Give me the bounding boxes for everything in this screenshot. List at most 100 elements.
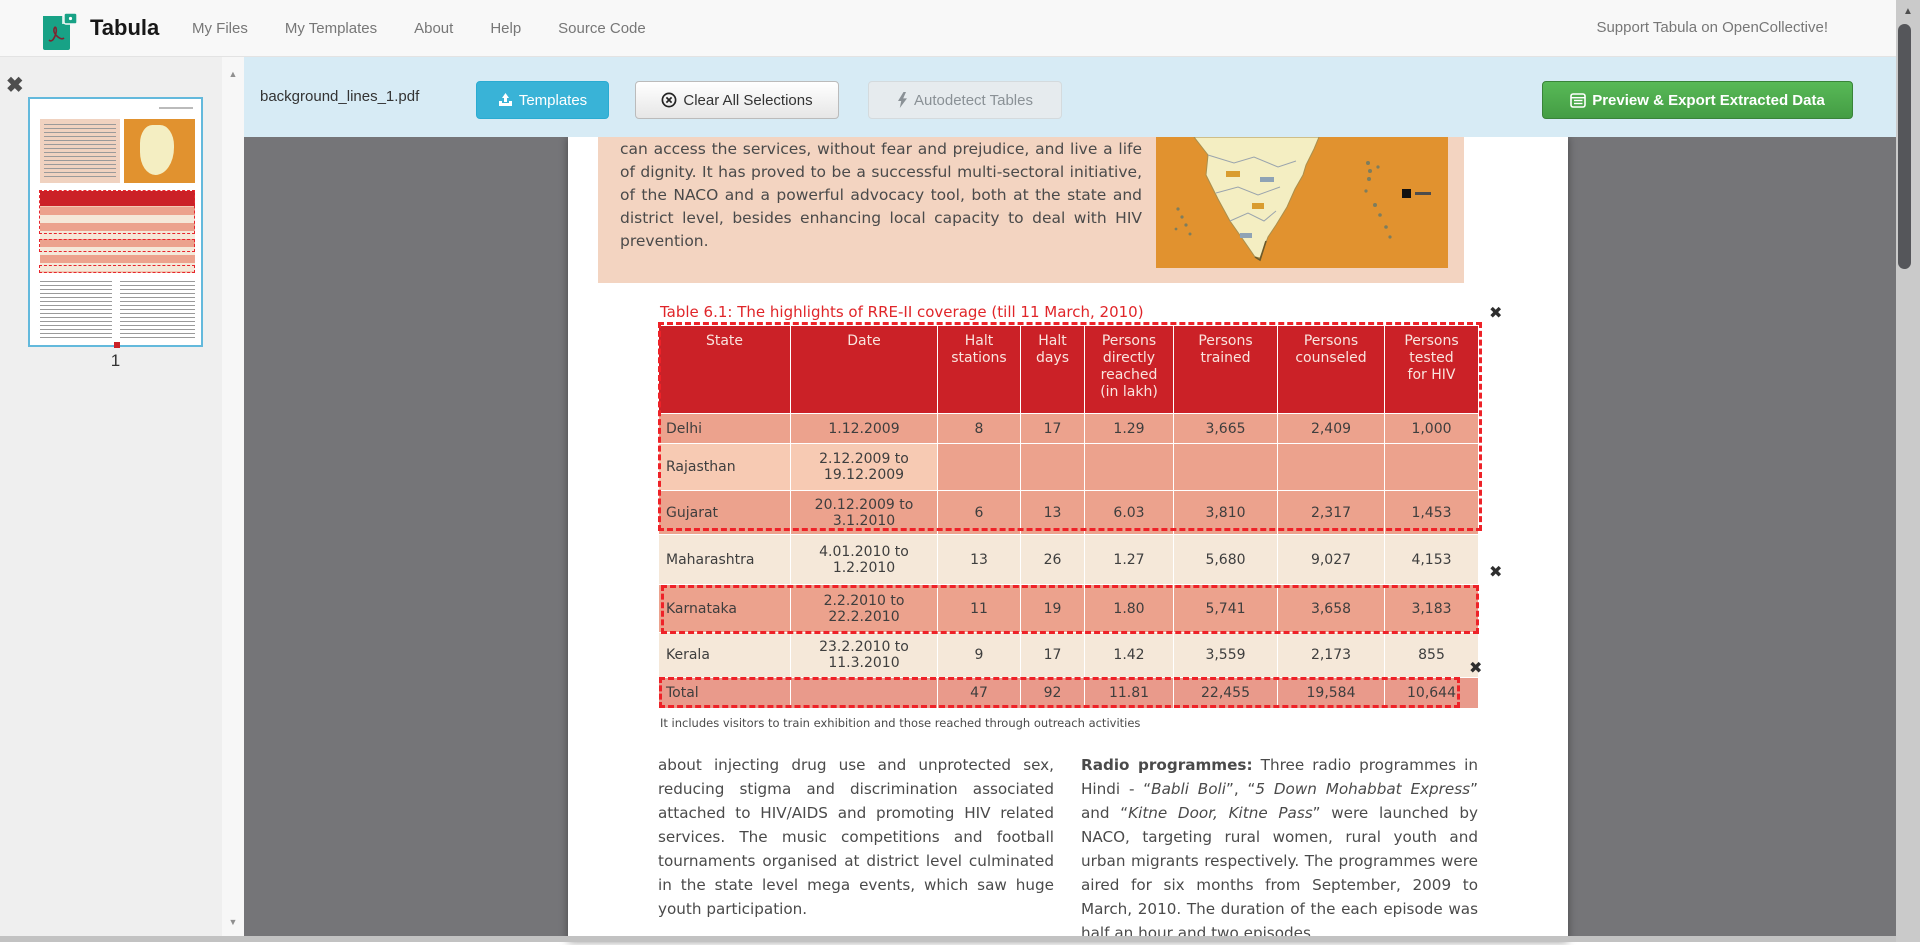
table-cell — [1384, 443, 1479, 491]
table-cell: 9,027 — [1277, 534, 1385, 585]
selection-2-close-icon[interactable]: ✖ — [1489, 562, 1503, 581]
table-header-cell: Halt days — [1020, 325, 1085, 414]
document-filename: background_lines_1.pdf — [260, 88, 420, 105]
lightning-icon — [897, 92, 908, 108]
table-cell: 2.12.2009 to 19.12.2009 — [790, 443, 938, 491]
radio-title-1: Babli Boli — [1151, 780, 1226, 798]
table-cell: 26 — [1020, 534, 1085, 585]
table-cell: 6 — [937, 490, 1021, 535]
nav-item-my-files[interactable]: My Files — [192, 20, 248, 37]
main-vertical-scrollbar[interactable]: ▲ — [1896, 0, 1920, 942]
table-cell: 23.2.2010 to 11.3.2010 — [790, 632, 938, 678]
table-cell: 92 — [1020, 677, 1085, 709]
thumb-header-line — [159, 107, 193, 109]
scrollbar-thumb[interactable] — [1898, 24, 1911, 269]
brand-title[interactable]: Tabula — [90, 15, 160, 40]
preview-export-button[interactable]: Preview & Export Extracted Data — [1542, 81, 1853, 119]
right-col-text: ” and “ — [1081, 780, 1478, 822]
thumb-page-number-box — [114, 342, 120, 348]
clear-selections-icon — [661, 92, 677, 108]
clear-all-selections-button[interactable]: Clear All Selections — [635, 81, 839, 119]
table-cell: 13 — [937, 534, 1021, 585]
pdf-page[interactable]: can access the services, without fear an… — [568, 137, 1568, 942]
templates-button[interactable]: Templates — [476, 81, 609, 119]
table-title: Table 6.1: The highlights of RRE-II cove… — [660, 303, 1144, 321]
table-header-cell: Persons directly reached (in lakh) — [1084, 325, 1174, 414]
table-row: Rajasthan 2.12.2009 to 19.12.2009 — [658, 443, 1479, 491]
selection-3-close-icon[interactable]: ✖ — [1469, 658, 1483, 677]
page-thumbnail[interactable] — [28, 97, 203, 348]
table-header-cell: Halt stations — [937, 325, 1021, 414]
table-cell: Rajasthan — [658, 443, 791, 491]
thumb-selection-1 — [39, 190, 195, 234]
thumbnail-page-number: 1 — [110, 351, 121, 370]
nav-links: My Files My Templates About Help Source … — [192, 0, 646, 57]
preview-export-label: Preview & Export Extracted Data — [1592, 91, 1825, 109]
table-cell: 5,741 — [1173, 584, 1278, 633]
autodetect-tables-label: Autodetect Tables — [914, 91, 1033, 109]
horizontal-scrollbar[interactable] — [0, 936, 1896, 942]
table-cell — [790, 677, 938, 709]
autodetect-tables-button: Autodetect Tables — [868, 81, 1062, 119]
table-header-cell: Persons tested for HIV — [1384, 325, 1479, 414]
pdf-table: State Date Halt stations Halt days Persons d… — [658, 325, 1479, 709]
table-cell: 3,183 — [1384, 584, 1479, 633]
table-cell: 20.12.2009 to 3.1.2010 — [790, 490, 938, 535]
table-header-cell: Persons trained — [1173, 325, 1278, 414]
body-text-right-column: Radio programmes: Three radio programmes… — [1081, 753, 1478, 945]
tabula-logo-icon — [40, 8, 80, 50]
table-cell: 1.80 — [1084, 584, 1174, 633]
thumb-selection-3 — [39, 265, 195, 273]
table-row: Karnataka 2.2.2010 to 22.2.2010 11 19 1.80 5,… — [658, 584, 1479, 633]
table-row: Maharashtra 4.01.2010 to 1.2.2010 13 26 1.27… — [658, 534, 1479, 585]
scroll-up-icon[interactable]: ▲ — [1903, 6, 1913, 17]
table-cell: Gujarat — [658, 490, 791, 535]
radio-title-2: 5 Down Mohabbat Express — [1255, 780, 1471, 798]
table-cell — [1020, 443, 1085, 491]
right-col-text: Three radio programmes in Hindi - “ — [1081, 756, 1478, 798]
table-cell: Total — [658, 677, 791, 709]
thumb-map — [124, 119, 195, 183]
table-cell: 4.01.2010 to 1.2.2010 — [790, 534, 938, 585]
table-footnote: It includes visitors to train exhibition… — [660, 716, 1141, 730]
table-cell: 8 — [937, 413, 1021, 444]
selection-1-close-icon[interactable]: ✖ — [1489, 303, 1503, 322]
toolbar: background_lines_1.pdf Templates Clear A… — [244, 57, 1896, 137]
table-cell: 1.42 — [1084, 632, 1174, 678]
nav-item-source-code[interactable]: Source Code — [558, 20, 646, 37]
right-col-text: ”, “ — [1225, 780, 1256, 798]
table-cell — [1084, 443, 1174, 491]
table-cell: 4,153 — [1384, 534, 1479, 585]
selection-rect-1[interactable] — [658, 322, 1482, 531]
table-cell: 2,317 — [1277, 490, 1385, 535]
sidebar-scroll-down-icon[interactable]: ▼ — [228, 917, 238, 927]
table-cell: 10,644 — [1384, 677, 1479, 709]
table-cell: 855 — [1384, 632, 1479, 678]
thumb-intro-block — [40, 119, 120, 183]
table-row: Total 47 92 11.81 22,455 19,584 10,644 — [658, 677, 1479, 709]
remove-page-icon[interactable]: ✖ — [6, 74, 24, 97]
thumb-text-column-left — [40, 281, 112, 339]
sidebar-scroll-up-icon[interactable]: ▲ — [228, 69, 238, 79]
nav-item-my-templates[interactable]: My Templates — [284, 20, 378, 37]
table-cell: 6.03 — [1084, 490, 1174, 535]
table-cell — [1173, 443, 1278, 491]
table-cell: 3,665 — [1173, 413, 1278, 444]
selection-rect-2[interactable] — [661, 585, 1479, 634]
table-cell — [937, 443, 1021, 491]
selection-rect-3[interactable] — [659, 677, 1460, 708]
right-col-text: ” were launched by NACO, targeting rural… — [1081, 804, 1478, 942]
table-cell: Delhi — [658, 413, 791, 444]
sidebar-scrollbar[interactable]: ▲ ▼ — [222, 57, 244, 936]
india-map-image — [1156, 137, 1448, 268]
support-link[interactable]: Support Tabula on OpenCollective! — [1596, 19, 1828, 36]
table-cell: 1.12.2009 — [790, 413, 938, 444]
nav-item-about[interactable]: About — [414, 20, 454, 37]
table-cell — [1277, 443, 1385, 491]
nav-item-help[interactable]: Help — [490, 20, 522, 37]
table-cell: 11.81 — [1084, 677, 1174, 709]
clear-selections-label: Clear All Selections — [683, 91, 813, 109]
templates-icon — [498, 93, 513, 107]
thumb-text-column-right — [120, 281, 195, 339]
sidebar: ✖ 1 ▲ ▼ — [0, 57, 244, 942]
